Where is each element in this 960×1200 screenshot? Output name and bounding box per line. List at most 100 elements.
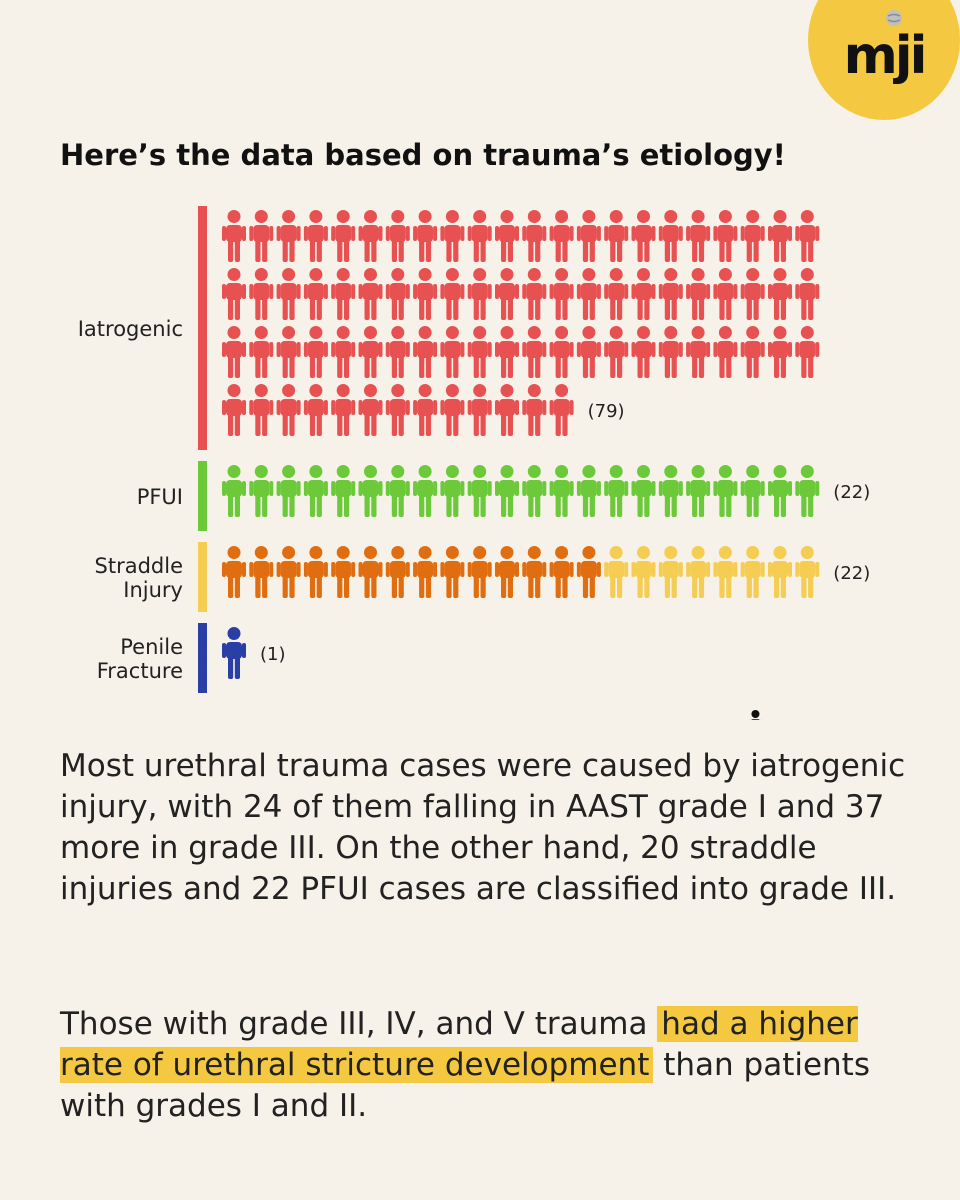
patient-icon <box>658 546 683 598</box>
patient-icon <box>713 546 738 598</box>
patient-icon <box>549 465 574 517</box>
patient-icon <box>303 384 328 436</box>
category-bar-0 <box>198 206 207 450</box>
patient-icon <box>303 326 328 378</box>
patient-icon <box>413 465 438 517</box>
patient-icon <box>303 465 328 517</box>
patient-icon <box>249 546 274 598</box>
patient-icon <box>549 268 574 320</box>
patient-icon <box>713 326 738 378</box>
patient-icon <box>795 546 820 598</box>
patient-icon <box>331 465 356 517</box>
legend-person-icon <box>748 710 763 720</box>
patient-icon <box>686 326 711 378</box>
patient-icon <box>467 546 492 598</box>
patient-icon <box>249 210 274 262</box>
patient-icon <box>358 326 383 378</box>
patient-icon <box>768 326 792 378</box>
patient-icon <box>522 465 547 517</box>
patient-icon <box>222 326 246 378</box>
patient-icon <box>440 210 465 262</box>
patient-icon <box>522 268 547 320</box>
patient-icon <box>604 268 629 320</box>
category-label-3-line-1: Fracture <box>97 659 183 683</box>
patient-icon <box>576 326 601 378</box>
patient-icon <box>658 326 683 378</box>
patient-icon <box>249 465 274 517</box>
patient-icon <box>686 210 711 262</box>
category-bar-2 <box>198 542 207 612</box>
patient-icon <box>276 268 301 320</box>
patient-icon <box>358 268 383 320</box>
patient-icon <box>385 384 410 436</box>
patient-icon <box>686 546 711 598</box>
patient-icon <box>222 210 246 262</box>
patient-icon <box>249 268 274 320</box>
patient-icon <box>276 465 301 517</box>
patient-icon <box>413 384 438 436</box>
category-count-label-1: (22) <box>833 482 870 503</box>
patient-icon <box>303 268 328 320</box>
finding-paragraph: Those with grade III, IV, and V trauma h… <box>60 1004 920 1127</box>
patient-icon <box>222 465 246 517</box>
patient-icon <box>331 210 356 262</box>
patient-icon <box>631 465 656 517</box>
patient-icon <box>331 384 356 436</box>
logo-text: mji <box>843 26 928 86</box>
patient-icon <box>740 546 765 598</box>
headline: Here’s the data based on trauma’s etiolo… <box>60 138 786 172</box>
category-count-label-3: (1) <box>260 644 286 665</box>
patient-icon <box>440 326 465 378</box>
patient-icon <box>549 546 574 598</box>
patient-icon <box>440 268 465 320</box>
patient-icon <box>522 384 547 436</box>
patient-icon <box>331 268 356 320</box>
patient-icon <box>440 384 465 436</box>
globe-icon <box>886 10 902 26</box>
patient-icon <box>604 546 629 598</box>
patient-icon <box>740 465 765 517</box>
patient-icon <box>795 465 820 517</box>
patient-icon <box>467 268 492 320</box>
patient-icon <box>740 326 765 378</box>
patient-icon <box>549 384 574 436</box>
patient-icon <box>467 326 492 378</box>
category-label-0-line-0: Iatrogenic <box>78 317 183 341</box>
patient-icon <box>686 465 711 517</box>
patient-icon <box>795 326 820 378</box>
patient-icon <box>522 326 547 378</box>
patient-icon <box>768 465 792 517</box>
patient-icon <box>467 384 492 436</box>
patient-icon <box>631 546 656 598</box>
patient-icon <box>631 268 656 320</box>
patient-icon <box>549 326 574 378</box>
patient-icon <box>385 465 410 517</box>
patient-icon <box>440 465 465 517</box>
patient-icon <box>713 268 738 320</box>
patient-icon <box>740 268 765 320</box>
patient-icon <box>495 384 519 436</box>
patient-icon <box>740 210 765 262</box>
category-count-label-0: (79) <box>588 401 625 422</box>
patient-icon <box>358 465 383 517</box>
patient-icon <box>604 465 629 517</box>
category-bar-3 <box>198 623 207 693</box>
patient-icon <box>303 210 328 262</box>
patient-icon <box>686 268 711 320</box>
patient-icon <box>713 465 738 517</box>
patient-icon <box>222 384 246 436</box>
patient-icon <box>331 546 356 598</box>
patient-icon <box>658 268 683 320</box>
patient-icon <box>249 326 274 378</box>
patient-icon <box>413 546 438 598</box>
patient-icon <box>495 326 519 378</box>
patient-icon <box>768 210 792 262</box>
patient-icon <box>795 268 820 320</box>
patient-icon <box>658 210 683 262</box>
patient-icon <box>522 546 547 598</box>
patient-icon <box>331 326 356 378</box>
patient-icon <box>385 268 410 320</box>
category-bar-1 <box>198 461 207 531</box>
patient-icon <box>467 210 492 262</box>
patient-icon <box>495 546 519 598</box>
